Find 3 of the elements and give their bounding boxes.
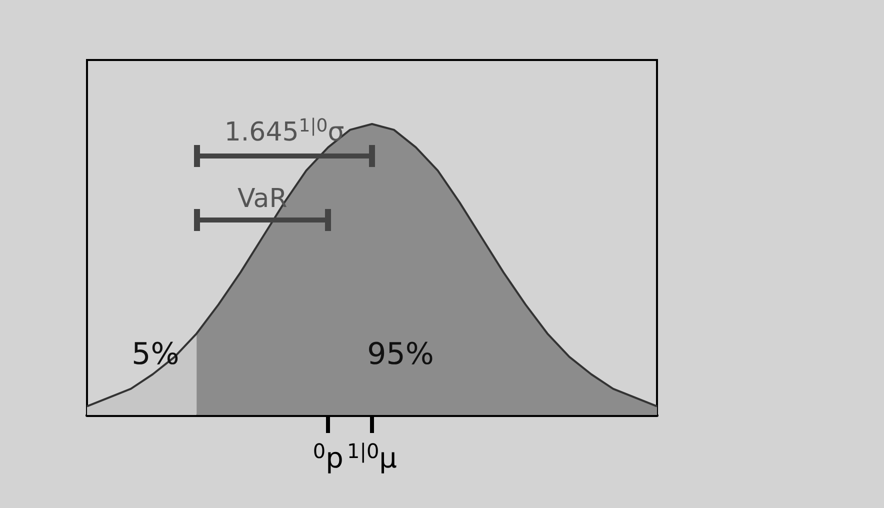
series-label: VaR xyxy=(238,184,288,214)
annotation: 95% xyxy=(367,337,434,372)
annotation: 5% xyxy=(132,337,180,372)
